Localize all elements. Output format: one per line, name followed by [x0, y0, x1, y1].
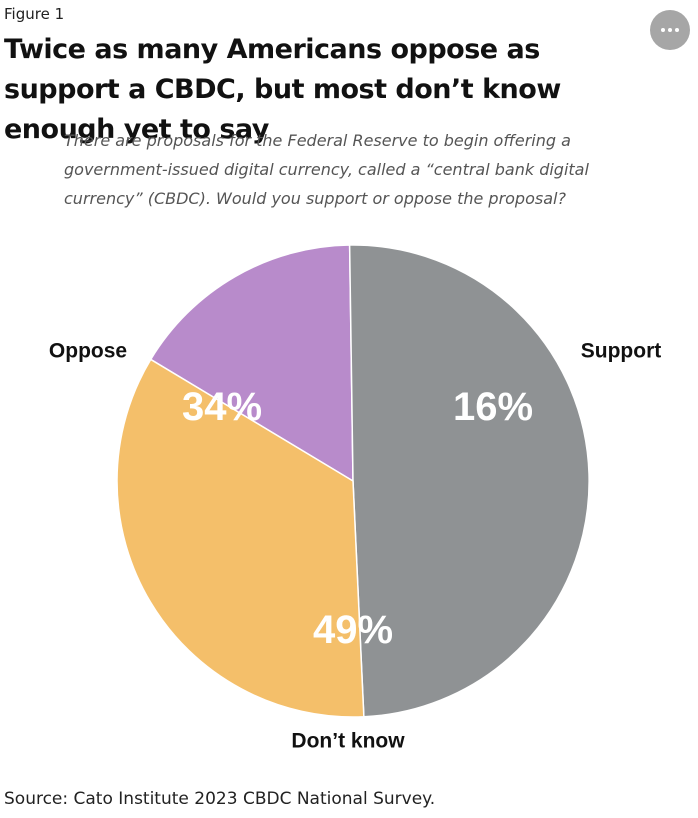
more-options-button[interactable]: [650, 10, 690, 50]
pie-slice-support: [149, 244, 354, 483]
category-label-support: Support: [581, 340, 661, 363]
source-note: Source: Cato Institute 2023 CBDC Nationa…: [4, 789, 436, 809]
category-label-oppose: Oppose: [49, 340, 127, 363]
data-label-don-t-know: 49%: [313, 608, 393, 652]
pie-slice-oppose: [116, 358, 365, 718]
chart-title: Twice as many Americans oppose as suppor…: [4, 34, 561, 145]
pie-slice-don-t-know: [348, 244, 590, 718]
more-horizontal-icon: [661, 28, 679, 32]
chart-subtitle: There are proposals for the Federal Rese…: [64, 131, 589, 208]
data-label-oppose: 34%: [182, 385, 262, 429]
figure-label: Figure 1: [4, 5, 65, 23]
data-label-support: 16%: [453, 385, 533, 429]
category-label-don-t-know: Don’t know: [291, 730, 405, 753]
